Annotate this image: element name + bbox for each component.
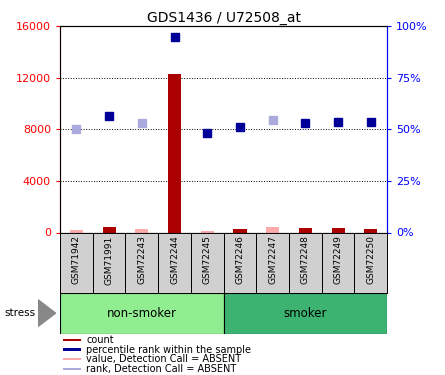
Text: GSM71942: GSM71942 <box>72 236 81 285</box>
Polygon shape <box>38 300 56 327</box>
Bar <box>224 232 256 292</box>
Bar <box>289 232 322 292</box>
Bar <box>364 229 377 232</box>
Bar <box>201 231 214 232</box>
Text: percentile rank within the sample: percentile rank within the sample <box>86 345 251 355</box>
Text: count: count <box>86 335 114 345</box>
Bar <box>63 368 81 370</box>
Bar <box>256 232 289 292</box>
Bar <box>63 358 81 360</box>
Bar <box>266 227 279 232</box>
Bar <box>299 228 312 232</box>
Text: GSM72250: GSM72250 <box>366 236 375 285</box>
Bar <box>158 232 191 292</box>
Text: value, Detection Call = ABSENT: value, Detection Call = ABSENT <box>86 354 241 364</box>
Text: rank, Detection Call = ABSENT: rank, Detection Call = ABSENT <box>86 364 236 374</box>
Bar <box>234 229 247 232</box>
Bar <box>60 292 224 334</box>
Bar <box>125 232 158 292</box>
Bar <box>70 230 83 232</box>
Bar <box>355 232 387 292</box>
Text: GSM72248: GSM72248 <box>301 236 310 284</box>
Text: GSM71991: GSM71991 <box>105 236 113 285</box>
Text: GSM72246: GSM72246 <box>235 236 244 284</box>
Bar <box>93 232 125 292</box>
Text: smoker: smoker <box>283 307 327 320</box>
Bar <box>63 339 81 341</box>
Bar <box>191 232 224 292</box>
Bar <box>332 228 344 232</box>
Bar <box>322 232 355 292</box>
Text: GSM72247: GSM72247 <box>268 236 277 284</box>
Bar <box>168 74 181 232</box>
Title: GDS1436 / U72508_at: GDS1436 / U72508_at <box>146 11 301 25</box>
Text: GSM72244: GSM72244 <box>170 236 179 284</box>
Text: stress: stress <box>4 308 36 318</box>
Text: non-smoker: non-smoker <box>107 307 177 320</box>
Text: GSM72243: GSM72243 <box>138 236 146 284</box>
Text: GSM72245: GSM72245 <box>203 236 212 284</box>
Bar <box>135 229 148 232</box>
Bar <box>60 232 93 292</box>
Bar <box>103 227 116 232</box>
Bar <box>63 348 81 351</box>
Bar <box>224 292 387 334</box>
Text: GSM72249: GSM72249 <box>334 236 343 284</box>
